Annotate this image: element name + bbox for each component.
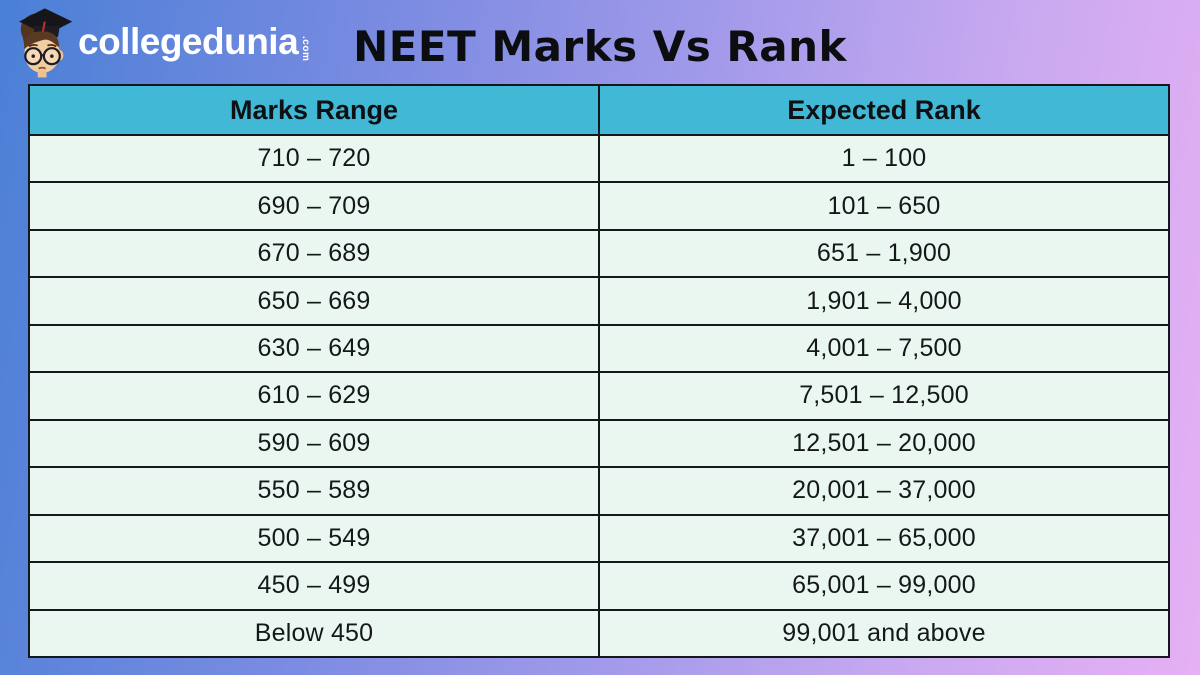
marks-range-cell: 590 – 609 — [28, 418, 600, 469]
expected-rank-cell: 101 – 650 — [598, 181, 1170, 231]
marks-range-cell: 550 – 589 — [28, 466, 600, 516]
page-title: NEET Marks Vs Rank — [353, 22, 847, 71]
table-header-row: Marks Range Expected Rank — [28, 84, 1170, 136]
marks-range-cell: 670 – 689 — [28, 228, 600, 279]
marks-range-cell: 450 – 499 — [28, 561, 600, 611]
table-row: Below 450 99,001 and above — [28, 608, 1170, 659]
expected-rank-cell: 4,001 – 7,500 — [598, 323, 1170, 374]
expected-rank-cell: 7,501 – 12,500 — [598, 371, 1170, 421]
collegedunia-mascot-icon — [19, 8, 73, 78]
expected-rank-cell: 37,001 – 65,000 — [598, 513, 1170, 564]
column-header-marks-range: Marks Range — [28, 84, 600, 136]
expected-rank-cell: 1,901 – 4,000 — [598, 276, 1170, 326]
marks-range-cell: 650 – 669 — [28, 276, 600, 326]
brand-wordmark: collegedunia — [78, 21, 299, 62]
table-row: 670 – 689 651 – 1,900 — [28, 228, 1170, 279]
table-row: 690 – 709 101 – 650 — [28, 181, 1170, 231]
expected-rank-cell: 65,001 – 99,000 — [598, 561, 1170, 611]
marks-range-cell: 630 – 649 — [28, 323, 600, 374]
table-row: 650 – 669 1,901 – 4,000 — [28, 276, 1170, 326]
table-row: 550 – 589 20,001 – 37,000 — [28, 466, 1170, 516]
column-header-expected-rank: Expected Rank — [598, 84, 1170, 136]
marks-range-cell: 610 – 629 — [28, 371, 600, 421]
expected-rank-cell: 99,001 and above — [598, 608, 1170, 659]
expected-rank-cell: 20,001 – 37,000 — [598, 466, 1170, 516]
table-body: 710 – 720 1 – 100 690 – 709 101 – 650 670 – … — [28, 133, 1170, 659]
expected-rank-cell: 1 – 100 — [598, 133, 1170, 184]
marks-range-cell: 710 – 720 — [28, 133, 600, 184]
table-row: 450 – 499 65,001 – 99,000 — [28, 561, 1170, 611]
marks-range-cell: Below 450 — [28, 608, 600, 659]
table-row: 630 – 649 4,001 – 7,500 — [28, 323, 1170, 374]
expected-rank-cell: 12,501 – 20,000 — [598, 418, 1170, 469]
table-row: 610 – 629 7,501 – 12,500 — [28, 371, 1170, 421]
table-row: 590 – 609 12,501 – 20,000 — [28, 418, 1170, 469]
header-bar: collegedunia .com NEET Marks Vs Rank — [0, 0, 1200, 84]
expected-rank-cell: 651 – 1,900 — [598, 228, 1170, 279]
brand-tld: .com — [300, 36, 312, 62]
marks-vs-rank-table: Marks Range Expected Rank 710 – 720 1 – 1… — [28, 84, 1170, 659]
table-row: 500 – 549 37,001 – 65,000 — [28, 513, 1170, 564]
collegedunia-logo: collegedunia .com — [12, 6, 312, 78]
table-row: 710 – 720 1 – 100 — [28, 133, 1170, 184]
marks-range-cell: 500 – 549 — [28, 513, 600, 564]
marks-range-cell: 690 – 709 — [28, 181, 600, 231]
